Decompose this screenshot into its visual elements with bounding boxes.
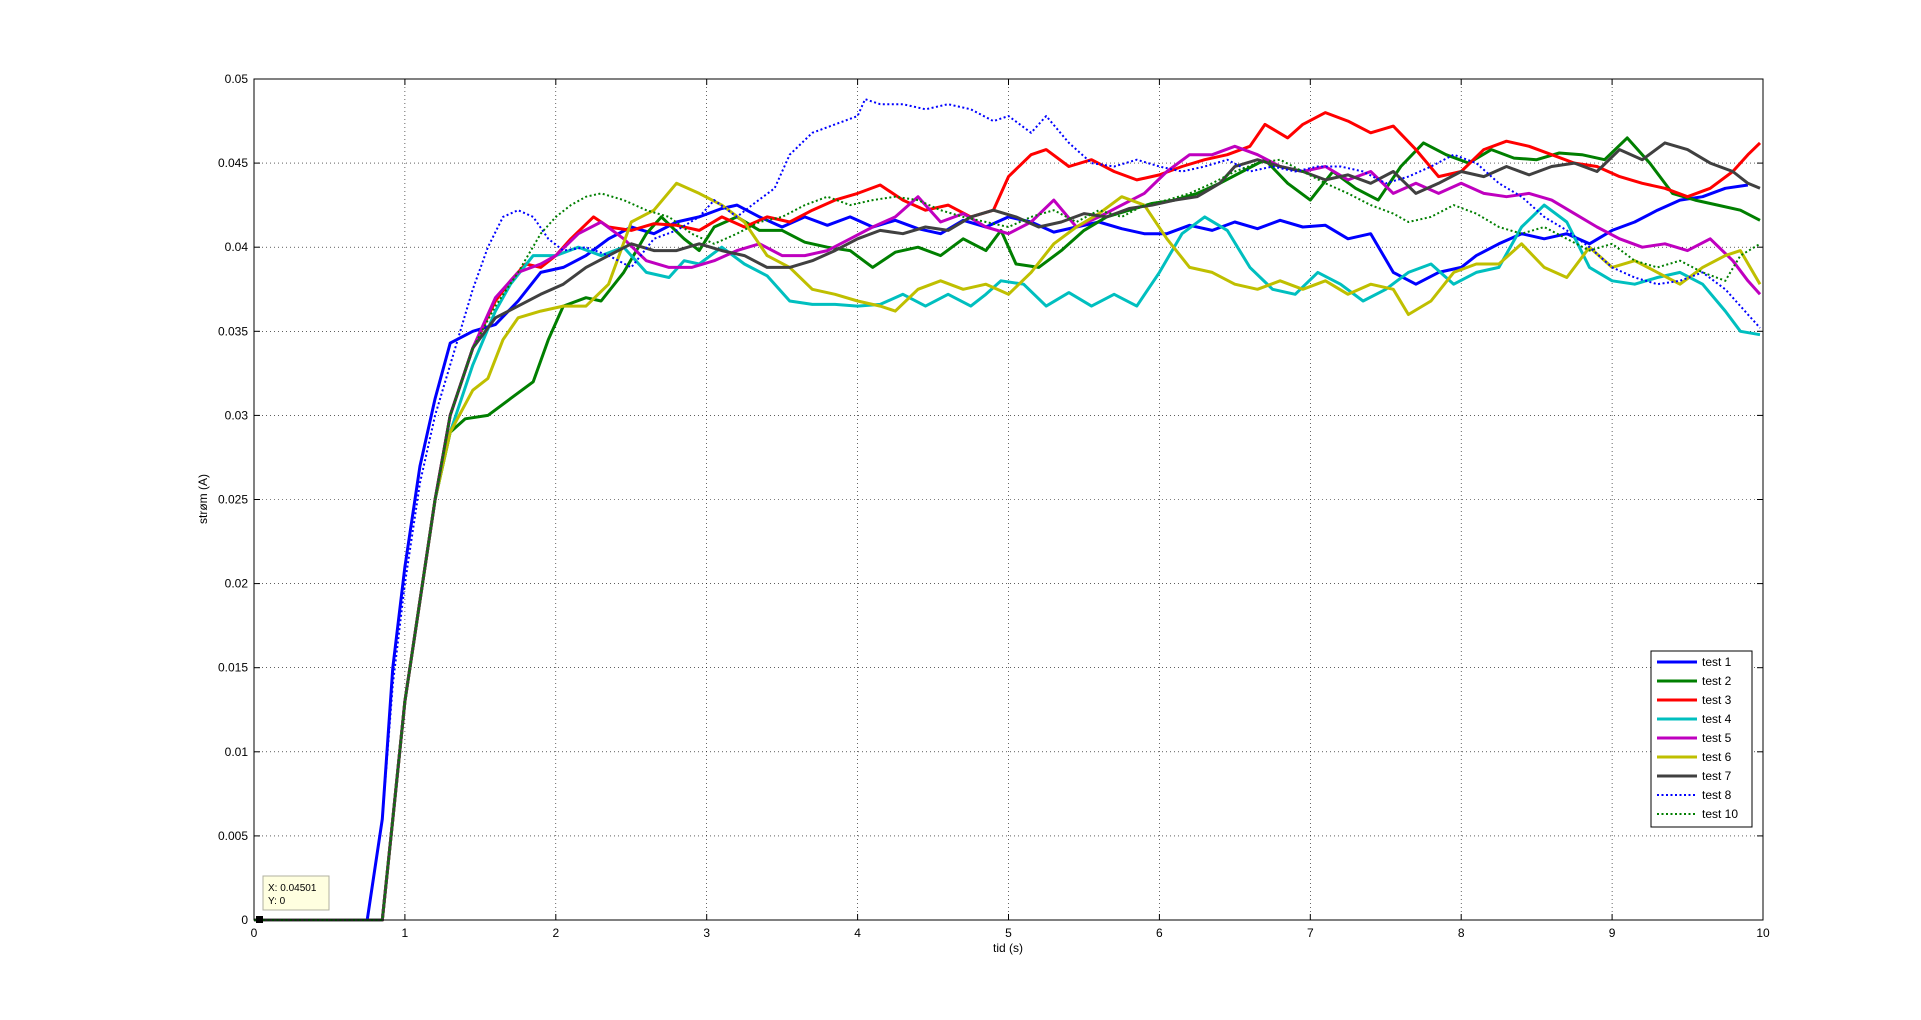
y-tick-labels: 0 0.005 0.01 0.015 0.02 0.025 0.03 0.035 0.04 0.0… <box>218 72 248 927</box>
y-tick-label: 0.04 <box>225 240 249 254</box>
legend[interactable]: test 1 test 2 test 3 test 4 test 5 test 6 test… <box>1650 650 1753 828</box>
series-line-test-8[interactable] <box>254 98 1761 921</box>
y-tick-label: 0.025 <box>218 493 248 507</box>
x-tick-label: 7 <box>1307 926 1314 940</box>
y-tick-label: 0.035 <box>218 324 248 338</box>
legend-label: test 1 <box>1702 655 1732 669</box>
x-tick-label: 6 <box>1156 926 1163 940</box>
series-line-test-6[interactable] <box>254 181 1762 922</box>
y-tick-label: 0.01 <box>225 745 249 759</box>
series-line-test-10[interactable] <box>254 158 1761 921</box>
datatip-box <box>262 875 330 911</box>
datatip-x-text: X: 0.04501 <box>268 883 317 894</box>
x-tick-label: 1 <box>402 926 409 940</box>
datatip-y-text: Y: 0 <box>268 896 286 907</box>
x-tick-label: 4 <box>854 926 861 940</box>
legend-label: test 8 <box>1702 788 1732 802</box>
y-tick-label: 0.02 <box>225 577 249 591</box>
x-tick-label: 5 <box>1005 926 1012 940</box>
x-tick-labels: 0 1 2 3 4 5 6 7 8 9 10 <box>251 926 1770 940</box>
y-axis-label: strøm (A) <box>196 474 210 524</box>
legend-entries: test 1 test 2 test 3 test 4 test 5 test 6 test… <box>1657 655 1738 821</box>
legend-label: test 10 <box>1702 807 1738 821</box>
x-tick-label: 10 <box>1756 926 1770 940</box>
y-tick-label: 0.015 <box>218 661 248 675</box>
series-line-test-3[interactable] <box>254 111 1762 922</box>
data-cursor-tip[interactable]: X: 0.04501 Y: 0 <box>256 875 330 923</box>
legend-label: test 5 <box>1702 731 1732 745</box>
series-line-test-5[interactable] <box>254 144 1762 922</box>
series-line-test-2[interactable] <box>254 136 1761 922</box>
y-tick-label: 0.005 <box>218 829 248 843</box>
y-tick-label: 0 <box>241 913 248 927</box>
series-layer <box>254 98 1762 922</box>
y-tick-label: 0.05 <box>225 72 249 86</box>
x-axis-label: tid (s) <box>993 941 1023 955</box>
x-tick-label: 9 <box>1609 926 1616 940</box>
legend-label: test 3 <box>1702 693 1732 707</box>
legend-label: test 7 <box>1702 769 1732 783</box>
legend-label: test 6 <box>1702 750 1732 764</box>
x-tick-label: 0 <box>251 926 258 940</box>
y-tick-label: 0.045 <box>218 156 248 170</box>
legend-label: test 4 <box>1702 712 1732 726</box>
x-tick-label: 8 <box>1458 926 1465 940</box>
datatip-marker[interactable] <box>256 916 263 923</box>
x-tick-label: 3 <box>703 926 710 940</box>
y-tick-label: 0.03 <box>225 408 249 422</box>
x-tick-label: 2 <box>552 926 559 940</box>
series-line-test-7[interactable] <box>254 141 1761 922</box>
axis-ticks <box>253 78 1764 921</box>
legend-label: test 2 <box>1702 674 1732 688</box>
